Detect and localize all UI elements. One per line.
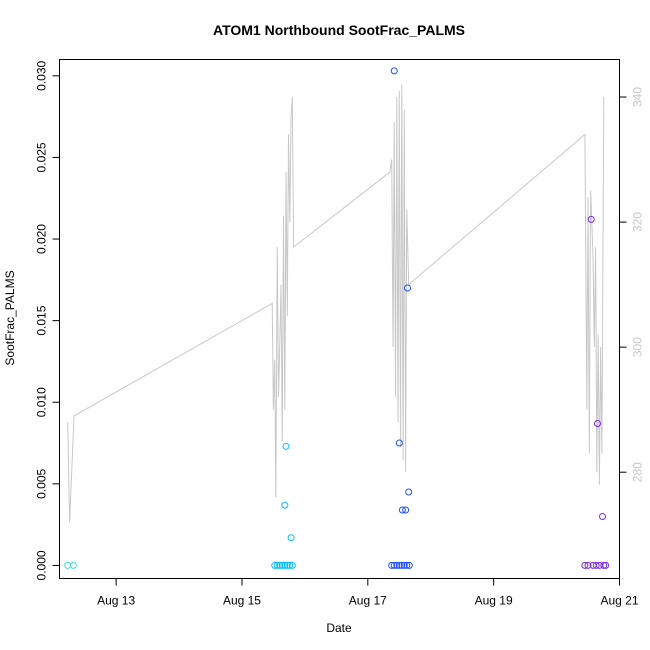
x-tick-label: Aug 15 <box>223 594 261 608</box>
x-tick-label: Aug 19 <box>475 594 513 608</box>
data-point <box>393 561 401 569</box>
data-point <box>398 506 406 514</box>
x-tick-label: Aug 17 <box>349 594 387 608</box>
y-tick-label: 0.005 <box>35 468 49 498</box>
data-point <box>404 284 411 292</box>
data-point <box>282 442 290 450</box>
y-axis-ticks: 0.000 0.005 0.010 0.015 0.020 0.025 0.030 <box>35 60 60 580</box>
data-point <box>398 561 406 569</box>
data-point <box>599 513 606 520</box>
data-point <box>283 561 291 569</box>
data-point <box>402 506 410 514</box>
data-point <box>388 561 396 569</box>
x-axis-label: Date <box>326 621 352 635</box>
y-tick-label: 0.020 <box>35 224 49 254</box>
data-point <box>273 561 281 569</box>
point-series-layer <box>64 67 610 569</box>
data-point <box>403 561 411 569</box>
data-point <box>395 439 403 447</box>
data-point <box>271 561 279 569</box>
y2-tick-label: 340 <box>631 87 645 107</box>
data-point <box>69 561 77 569</box>
y2-axis-ticks: 280 300 320 340 <box>619 87 645 482</box>
data-point <box>592 561 600 569</box>
data-point <box>405 488 413 496</box>
chart-title: ATOM1 Northbound SootFrac_PALMS <box>213 22 465 38</box>
data-point <box>287 534 295 542</box>
data-point <box>390 67 398 75</box>
y-tick-label: 0.030 <box>35 60 49 90</box>
data-point <box>288 561 296 569</box>
data-point <box>581 561 589 569</box>
x-tick-label: Aug 13 <box>97 594 135 608</box>
data-point <box>278 561 286 569</box>
data-point <box>600 561 608 569</box>
line-series <box>67 84 605 523</box>
y-tick-label: 0.010 <box>35 387 49 417</box>
data-point <box>602 561 610 569</box>
data-point <box>405 561 413 569</box>
line-series-layer <box>67 84 605 523</box>
x-axis-ticks: Aug 13 Aug 15 Aug 17 Aug 19 Aug 21 <box>97 578 639 608</box>
data-point <box>400 561 408 569</box>
data-point <box>395 561 403 569</box>
data-point <box>64 561 72 569</box>
y2-tick-label: 280 <box>631 462 645 482</box>
x-tick-label: Aug 21 <box>600 594 638 608</box>
data-point <box>276 561 284 569</box>
y-axis-label: SootFrac_PALMS <box>3 270 17 365</box>
data-point <box>584 561 592 569</box>
data-point <box>587 215 595 223</box>
y2-tick-label: 320 <box>631 212 645 232</box>
data-point <box>281 501 289 509</box>
y-tick-label: 0.015 <box>35 305 49 335</box>
plot-area <box>59 59 620 579</box>
y2-tick-label: 300 <box>631 337 645 357</box>
data-point <box>594 420 601 427</box>
data-point <box>390 561 398 569</box>
y-tick-label: 0.000 <box>35 550 49 580</box>
data-point <box>281 561 289 569</box>
data-point <box>286 561 294 569</box>
y-tick-label: 0.025 <box>35 142 49 172</box>
